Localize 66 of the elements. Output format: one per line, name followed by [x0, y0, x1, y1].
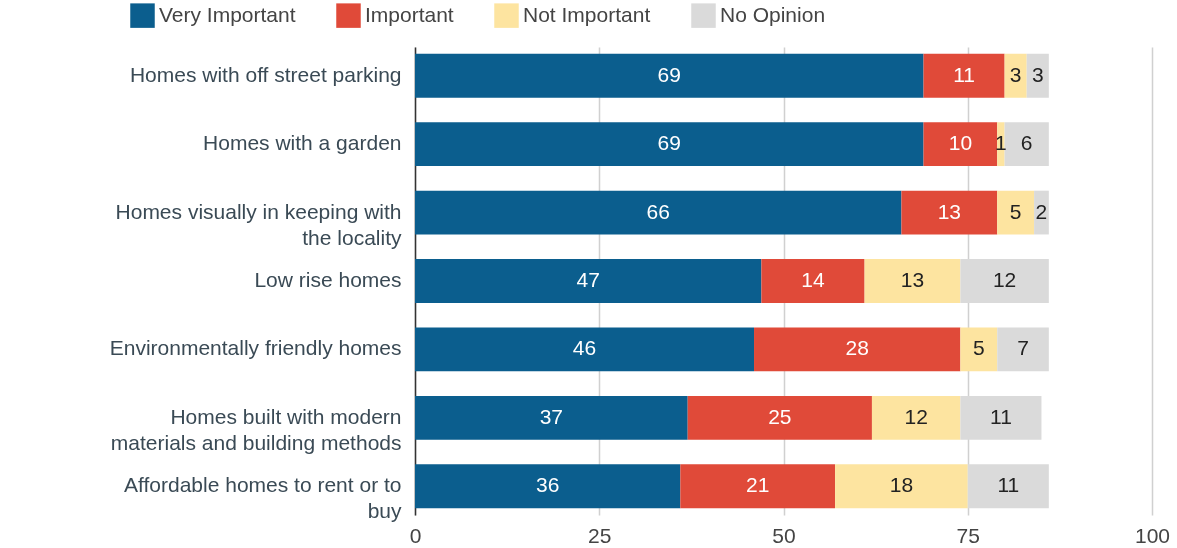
bar [1004, 53, 1027, 98]
y-tick-label: Homes built with modern materials and building methods [110, 404, 402, 454]
data-label: 2 [1035, 199, 1048, 223]
data-label: 11 [990, 404, 1012, 428]
y-tick-label: Homes with off street parking [129, 62, 402, 86]
bar [754, 327, 961, 372]
x-tick-label: 100 [1134, 523, 1171, 547]
data-label: 36 [535, 473, 560, 497]
data-label: 13 [900, 268, 925, 291]
legend-label: Very Important [159, 2, 296, 26]
data-label: 3 [1009, 62, 1022, 86]
bar [680, 464, 836, 509]
data-label: 66 [646, 199, 670, 223]
data-label: 6 [1020, 131, 1033, 155]
data-label: 69 [657, 131, 681, 155]
y-tick-label: Homes with a garden [203, 131, 402, 155]
legend-label: No Opinion [720, 2, 826, 26]
bar [415, 190, 902, 235]
bar [1026, 53, 1049, 98]
data-label: 10 [948, 131, 973, 155]
bar [901, 190, 998, 235]
bar [871, 395, 961, 440]
y-tick-label: Environmentally friendly homes [109, 336, 402, 360]
data-label: 28 [845, 336, 869, 360]
x-tick-label: 25 [588, 523, 612, 547]
bar [923, 122, 998, 167]
y-tick-label: Affordable homes to rent or to buy [124, 473, 402, 523]
bar [997, 190, 1035, 235]
bar [923, 53, 1005, 98]
x-tick-label: 50 [772, 523, 796, 547]
bar [415, 395, 688, 440]
bar [864, 259, 961, 303]
data-label: 18 [889, 473, 914, 497]
data-label: 7 [1017, 336, 1029, 360]
bar [415, 464, 681, 509]
x-tick-label: 75 [956, 523, 980, 547]
bar [415, 122, 924, 167]
data-label: 14 [801, 268, 825, 291]
x-tick-label: 0 [409, 523, 422, 547]
data-label: 3 [1031, 62, 1044, 86]
bar [415, 53, 924, 98]
data-label: 21 [746, 473, 770, 497]
bar [997, 327, 1049, 372]
data-label: 13 [937, 199, 961, 223]
y-tick-label: Homes visually in keeping with the locality [115, 199, 402, 249]
data-label: 11 [997, 473, 1020, 497]
data-label: 12 [992, 268, 1017, 291]
bar [415, 259, 762, 303]
data-label: 69 [657, 62, 681, 86]
data-label: 46 [572, 336, 597, 360]
data-label: 12 [904, 404, 928, 428]
bar [960, 327, 998, 372]
bar [761, 259, 865, 303]
data-label: 5 [972, 336, 985, 360]
y-tick-label: Low rise homes [254, 268, 402, 291]
data-label: 37 [539, 404, 564, 428]
legend-label: Not Important [523, 2, 651, 26]
bar [1004, 122, 1049, 167]
data-label: 11 [953, 62, 975, 86]
legend-label: Important [365, 2, 454, 26]
data-label: 47 [576, 268, 600, 291]
bar [415, 327, 755, 372]
data-label: 5 [1009, 199, 1022, 223]
data-label: 25 [768, 404, 792, 428]
bar [835, 464, 968, 509]
bar [687, 395, 872, 440]
